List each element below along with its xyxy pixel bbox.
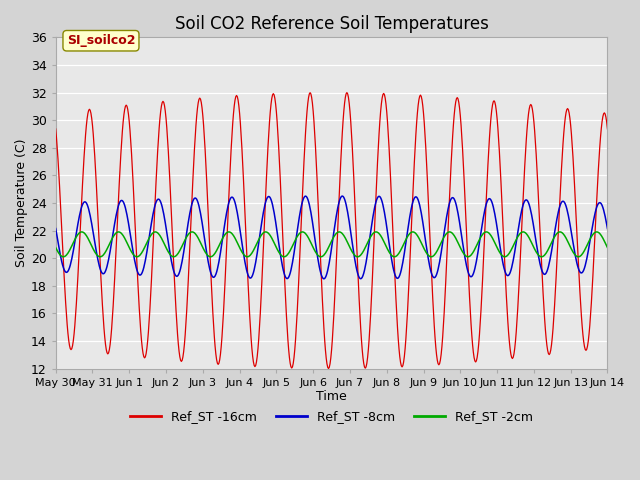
X-axis label: Time: Time	[316, 390, 347, 403]
Text: SI_soilco2: SI_soilco2	[67, 34, 135, 47]
Title: Soil CO2 Reference Soil Temperatures: Soil CO2 Reference Soil Temperatures	[175, 15, 488, 33]
Legend: Ref_ST -16cm, Ref_ST -8cm, Ref_ST -2cm: Ref_ST -16cm, Ref_ST -8cm, Ref_ST -2cm	[125, 406, 538, 429]
Y-axis label: Soil Temperature (C): Soil Temperature (C)	[15, 139, 28, 267]
